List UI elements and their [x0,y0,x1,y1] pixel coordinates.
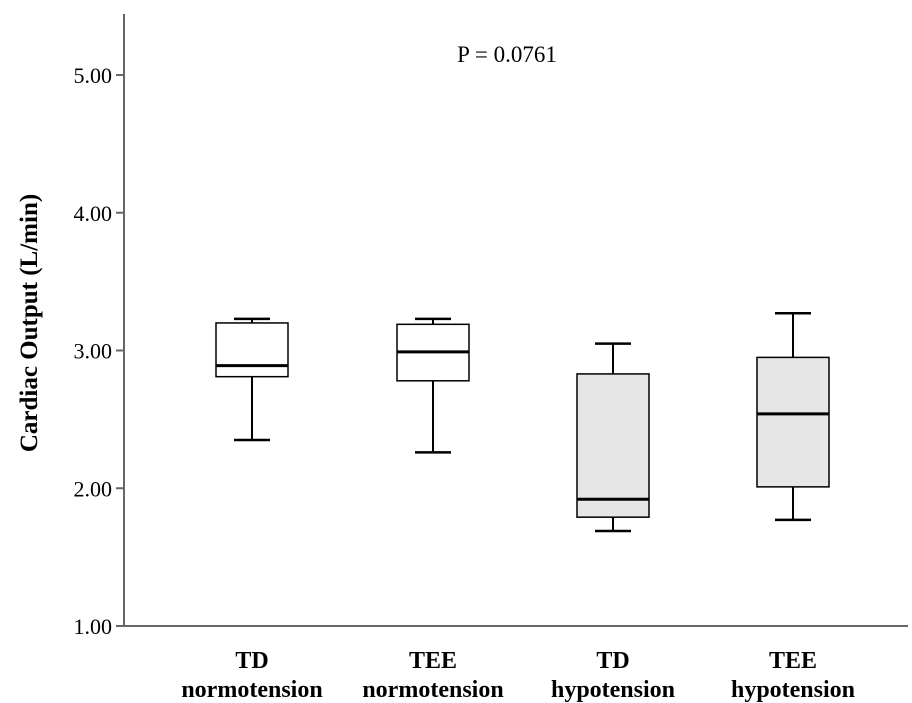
iqr-box [215,322,289,378]
box-group [215,317,289,442]
y-tick-label: 4.00 [74,201,113,226]
box-group [756,312,830,522]
y-tick-label: 1.00 [74,614,113,639]
y-tick-label: 3.00 [74,339,113,364]
x-category-label-line1: TD [235,648,268,674]
x-category-label-line2: hypotension [551,677,675,703]
boxes [215,312,830,533]
iqr-box [756,356,830,488]
x-category-label-line2: normotension [362,677,503,703]
box-group [396,317,470,454]
box-group [576,342,650,533]
y-tick-label: 5.00 [74,63,113,88]
x-category-label-line2: normotension [181,677,322,703]
x-category-label-line2: hypotension [731,677,855,703]
x-category-label-line1: TEE [409,648,457,674]
axes [123,14,908,627]
y-tick-label: 2.00 [74,476,113,501]
iqr-box [576,373,650,518]
y-ticks: 1.00 2.00 3.00 4.00 5.00 [74,63,124,639]
x-category-label-line1: TD [596,648,629,674]
x-category-label-line1: TEE [769,648,817,674]
x-labels: TD normotension TEE normotension TD hypotensi… [181,648,855,703]
y-axis-title: Cardiac Output (L/min) [16,194,43,452]
p-value-annotation: P = 0.0761 [457,42,557,67]
